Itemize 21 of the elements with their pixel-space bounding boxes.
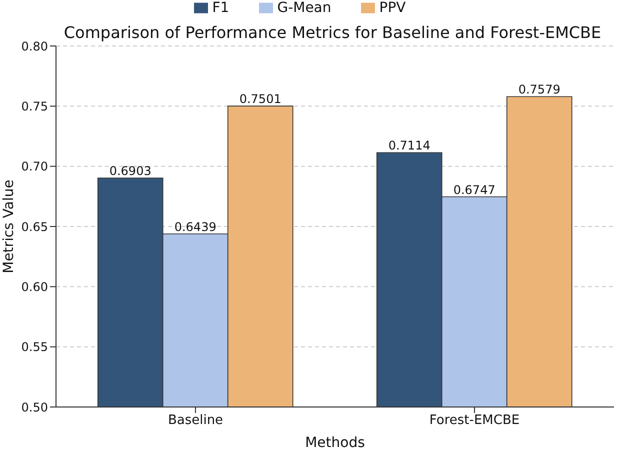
legend-label: PPV xyxy=(379,0,406,16)
data-label: 0.7114 xyxy=(388,138,430,153)
y-tick-label: 0.70 xyxy=(21,160,48,174)
x-tick-label: Baseline xyxy=(168,413,224,428)
y-tick-label: 0.80 xyxy=(21,39,48,54)
data-label: 0.7579 xyxy=(518,82,560,97)
data-label: 0.6747 xyxy=(453,182,496,197)
y-tick-label: 0.65 xyxy=(21,220,48,234)
chart-title: Comparison of Performance Metrics for Baseline and Forest-EMCBE xyxy=(62,23,602,42)
legend-label: F1 xyxy=(212,0,230,16)
x-tick-label: Forest-EMCBE xyxy=(429,413,520,428)
x-axis-title: Methods xyxy=(305,435,365,451)
y-tick-label: 0.60 xyxy=(21,280,48,294)
data-label: 0.7501 xyxy=(239,92,282,106)
legend-label: G-Mean xyxy=(277,0,332,16)
data-label: 0.6439 xyxy=(174,220,216,234)
y-axis-title: Metrics Value xyxy=(0,180,17,274)
data-label: 0.6903 xyxy=(109,164,152,178)
y-tick-label: 0.50 xyxy=(21,400,48,414)
y-tick-label: 0.55 xyxy=(21,340,48,354)
y-tick-label: 0.75 xyxy=(21,99,48,114)
